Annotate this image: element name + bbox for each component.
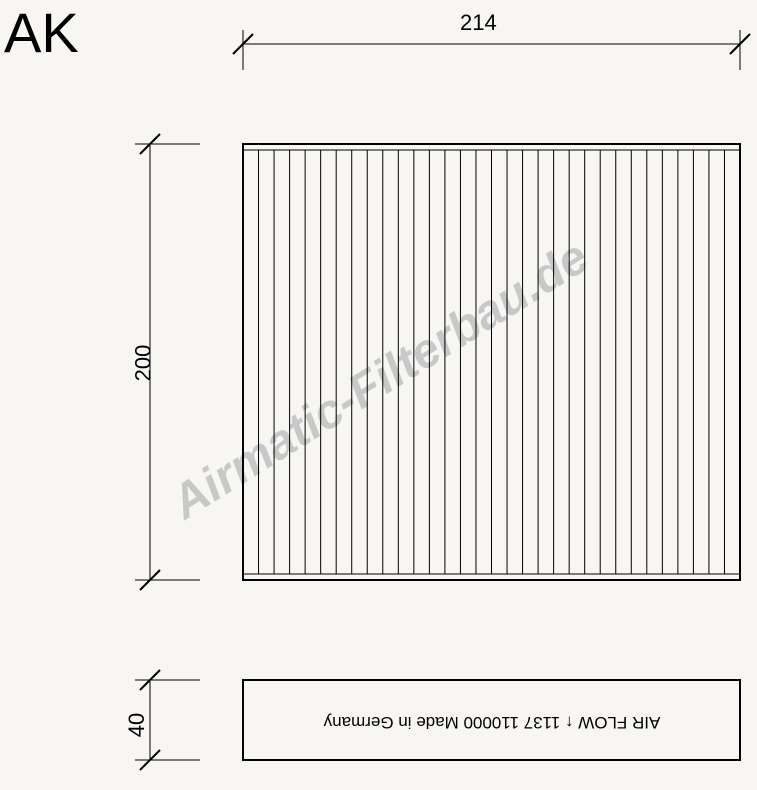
technical-drawing: [0, 0, 757, 790]
side-view-label: AIR FLOW ↑ 1137 110000 Made in Germany: [324, 712, 661, 732]
dim-height-side-value: 40: [124, 713, 150, 737]
dim-width-group: [233, 30, 750, 70]
dim-height-main-value: 200: [130, 345, 156, 382]
top-view: [243, 144, 740, 580]
dim-width-value: 214: [460, 10, 497, 36]
